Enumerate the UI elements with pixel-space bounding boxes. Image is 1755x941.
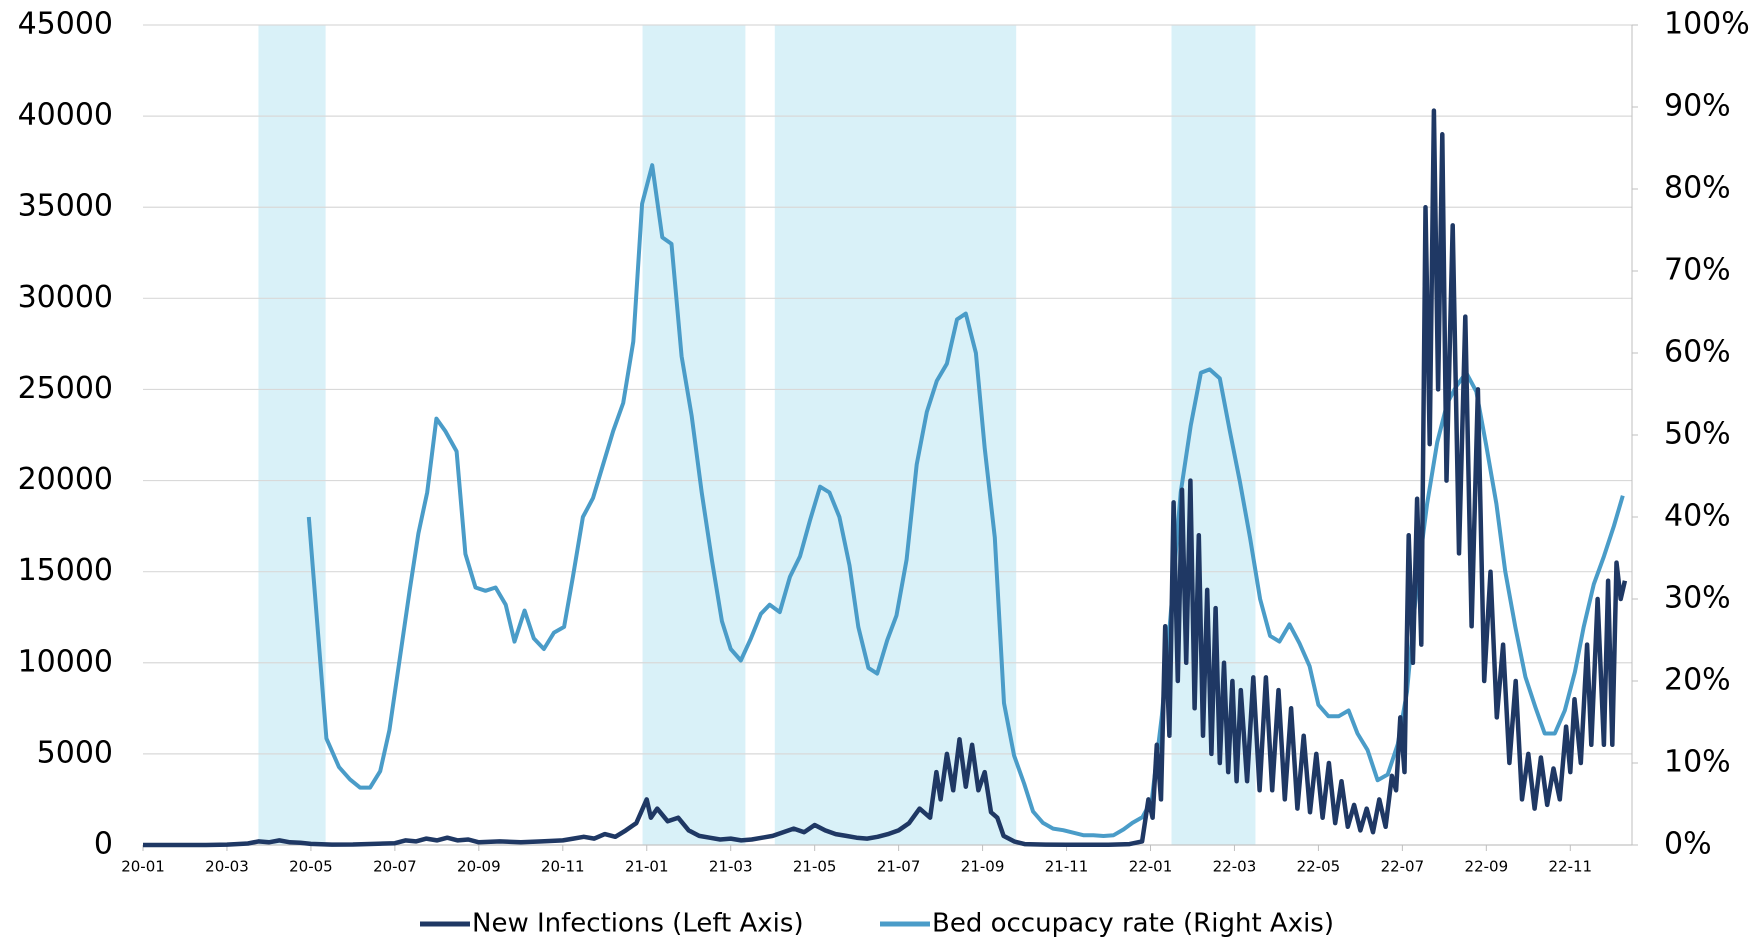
legend-label: Bed occupacy rate (Right Axis): [932, 909, 1334, 939]
x-tick-label: 20-09: [457, 858, 501, 876]
series-line: [143, 108, 1628, 848]
y-tick-label: 5000: [37, 735, 113, 770]
y2-tick-label: 40%: [1664, 499, 1731, 534]
x-tick-label: 21-01: [625, 858, 669, 876]
shaded-period: [774, 25, 1017, 845]
x-tick-label: 22-05: [1297, 858, 1341, 876]
y-tick-label: 35000: [18, 189, 113, 224]
y2-tick-label: 80%: [1664, 171, 1731, 206]
x-tick-label: 20-01: [121, 858, 165, 876]
y-tick-label: 15000: [18, 553, 113, 588]
y-tick-label: 10000: [18, 644, 113, 679]
y-tick-label: 30000: [18, 280, 113, 315]
x-tick-label: 20-07: [373, 858, 417, 876]
y-tick-label: 25000: [18, 371, 113, 406]
x-tick-label: 22-07: [1381, 858, 1425, 876]
shaded-period: [258, 25, 326, 845]
y2-tick-label: 100%: [1664, 7, 1750, 42]
y-tick-label: 45000: [18, 7, 113, 42]
x-tick-label: 22-11: [1548, 858, 1592, 876]
x-tick-label: 22-03: [1213, 858, 1257, 876]
y2-tick-label: 70%: [1664, 253, 1731, 288]
legend-label: New Infections (Left Axis): [472, 909, 804, 939]
x-tick-label: 21-03: [709, 858, 753, 876]
x-tick-label: 22-01: [1129, 858, 1173, 876]
x-tick-label: 21-11: [1045, 858, 1089, 876]
x-tick-label: 20-05: [289, 858, 333, 876]
x-tick-label: 20-03: [205, 858, 249, 876]
y2-tick-label: 30%: [1664, 581, 1731, 616]
y2-tick-label: 90%: [1664, 89, 1731, 124]
y-tick-label: 0: [94, 827, 113, 862]
y2-tick-label: 20%: [1664, 663, 1731, 698]
y-tick-label: 40000: [18, 98, 113, 133]
y2-tick-label: 10%: [1664, 745, 1731, 780]
x-tick-label: 21-09: [961, 858, 1005, 876]
y2-tick-label: 60%: [1664, 335, 1731, 370]
x-tick-label: 21-05: [793, 858, 837, 876]
x-tick-label: 22-09: [1465, 858, 1509, 876]
y2-tick-label: 50%: [1664, 417, 1731, 452]
y-tick-label: 20000: [18, 462, 113, 497]
y2-tick-label: 0%: [1664, 827, 1712, 862]
x-tick-label: 20-11: [541, 858, 585, 876]
x-tick-label: 21-07: [877, 858, 921, 876]
